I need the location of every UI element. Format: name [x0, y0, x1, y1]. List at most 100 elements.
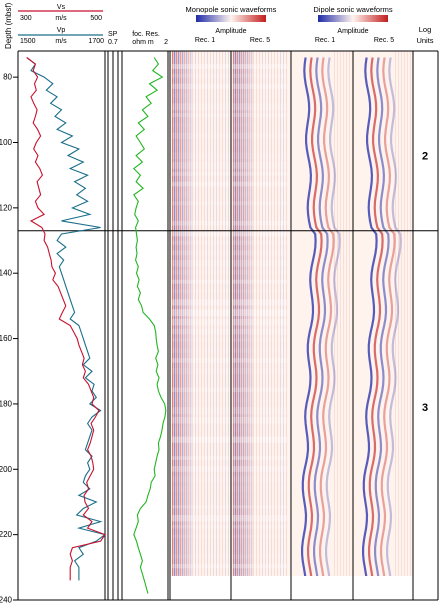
monopole-stripe — [219, 51, 220, 576]
monopole-stripe — [178, 51, 180, 576]
monopole-band — [172, 436, 287, 443]
depth-tick-label-100: 100 — [0, 138, 13, 147]
monopole-stripe — [245, 51, 247, 576]
monopole-stripe — [198, 51, 199, 576]
dipole-stripe — [340, 51, 341, 576]
monopole-stripe — [259, 51, 260, 576]
dipole-stripe — [349, 51, 350, 576]
res-header-label: foc. Res. — [132, 31, 160, 38]
monopole-band — [172, 103, 287, 111]
monopole-stripe — [243, 51, 245, 576]
monopole-band — [172, 564, 287, 569]
log-units-header-line1: Log — [419, 25, 432, 34]
monopole-stripe — [213, 51, 214, 576]
resistivity-curve — [132, 57, 167, 594]
monopole-band — [172, 279, 287, 284]
monopole-stripe — [182, 51, 184, 576]
vp-range-min: 1500 — [20, 38, 36, 45]
dipole-amplitude-label: Amplitude — [337, 28, 368, 35]
monopole-stripe — [280, 51, 281, 576]
res-unit-label: ohm m — [132, 39, 154, 46]
waveform-images — [172, 51, 411, 576]
monopole-amplitude-colorbar — [196, 15, 266, 22]
monopole-stripe — [249, 51, 251, 576]
monopole-band — [172, 328, 287, 335]
monopole-band — [172, 289, 287, 294]
monopole-band — [172, 515, 287, 522]
dipole-arrival — [362, 57, 378, 576]
monopole-stripe — [192, 51, 193, 576]
monopole-stripe — [188, 51, 190, 576]
depth-tick-label-220: 220 — [0, 530, 13, 539]
monopole-stripe — [174, 51, 176, 576]
dipole-amplitude-colorbar — [318, 15, 388, 22]
depth-tick-label-120: 120 — [0, 203, 13, 212]
dipole-stripe — [407, 51, 408, 576]
dipole-stripe — [398, 51, 399, 576]
monopole-stripe — [172, 51, 174, 576]
dipole-stripe — [395, 51, 396, 576]
monopole-stripe — [176, 51, 178, 576]
vs-curve — [26, 57, 106, 581]
monopole-band — [172, 83, 287, 89]
monopole-stripe — [274, 51, 275, 576]
vs-range-max: 500 — [90, 15, 102, 22]
vp-range-max: 1700 — [88, 38, 104, 45]
vp-unit-label: m/s — [55, 38, 67, 45]
monopole-band — [172, 152, 287, 160]
monopole-band — [172, 201, 287, 206]
monopole-stripe — [207, 51, 208, 576]
monopole-band — [172, 122, 287, 128]
monopole-stripe — [283, 51, 284, 576]
monopole-stripe — [190, 51, 192, 576]
dipole-arrival — [313, 57, 329, 576]
log-unit-label-2: 2 — [422, 151, 428, 163]
monopole-stripe — [268, 51, 269, 576]
depth-axis: 80 100 120 140 160 180 200 220 240 — [0, 73, 18, 605]
dipole-stripe — [404, 51, 405, 576]
monopole-amplitude-label: Amplitude — [215, 28, 246, 35]
monopole-stripe — [237, 51, 239, 576]
monopole-band — [172, 162, 287, 169]
dipole-arrival — [368, 57, 384, 576]
monopole-title: Monopole sonic waveforms — [186, 5, 277, 14]
depth-tick-label-80: 80 — [3, 73, 12, 82]
monopole-band — [172, 73, 287, 78]
monopole-band — [172, 211, 287, 214]
monopole-band — [172, 446, 287, 450]
monopole-band — [172, 299, 287, 306]
monopole-band — [172, 113, 287, 118]
vs-unit-label: m/s — [55, 15, 67, 22]
monopole-band — [172, 475, 287, 483]
monopole-stripe — [222, 51, 223, 576]
vs-range-min: 300 — [20, 15, 32, 22]
monopole-stripe — [184, 51, 186, 576]
monopole-band — [172, 407, 287, 415]
depth-tick-label-180: 180 — [0, 399, 13, 408]
monopole-stripe — [228, 51, 229, 576]
monopole-band — [172, 534, 287, 538]
monopole-stripe — [251, 51, 253, 576]
monopole-band — [172, 348, 287, 353]
res-range-min: 0.7 — [108, 39, 118, 46]
monopole-band — [172, 171, 287, 176]
monopole-band — [172, 240, 287, 245]
monopole-band — [172, 544, 287, 549]
dipole-stripe — [346, 51, 347, 576]
monopole-band — [172, 309, 287, 317]
monopole-rec5-label: Rec. 5 — [250, 37, 270, 44]
res-range-max: 2 — [164, 39, 168, 46]
monopole-stripe — [204, 51, 205, 576]
monopole-stripe — [186, 51, 188, 576]
monopole-band — [172, 495, 287, 498]
monopole-band — [172, 64, 287, 69]
depth-tick-label-160: 160 — [0, 334, 13, 343]
depth-tick-label-200: 200 — [0, 465, 13, 474]
track-grid — [17, 50, 439, 601]
monopole-band — [172, 387, 287, 393]
monopole-band — [172, 466, 287, 472]
dipole-stripe — [334, 51, 335, 576]
monopole-band — [172, 220, 287, 226]
monopole-stripe — [253, 51, 254, 576]
sp-header-label: SP — [108, 31, 118, 38]
